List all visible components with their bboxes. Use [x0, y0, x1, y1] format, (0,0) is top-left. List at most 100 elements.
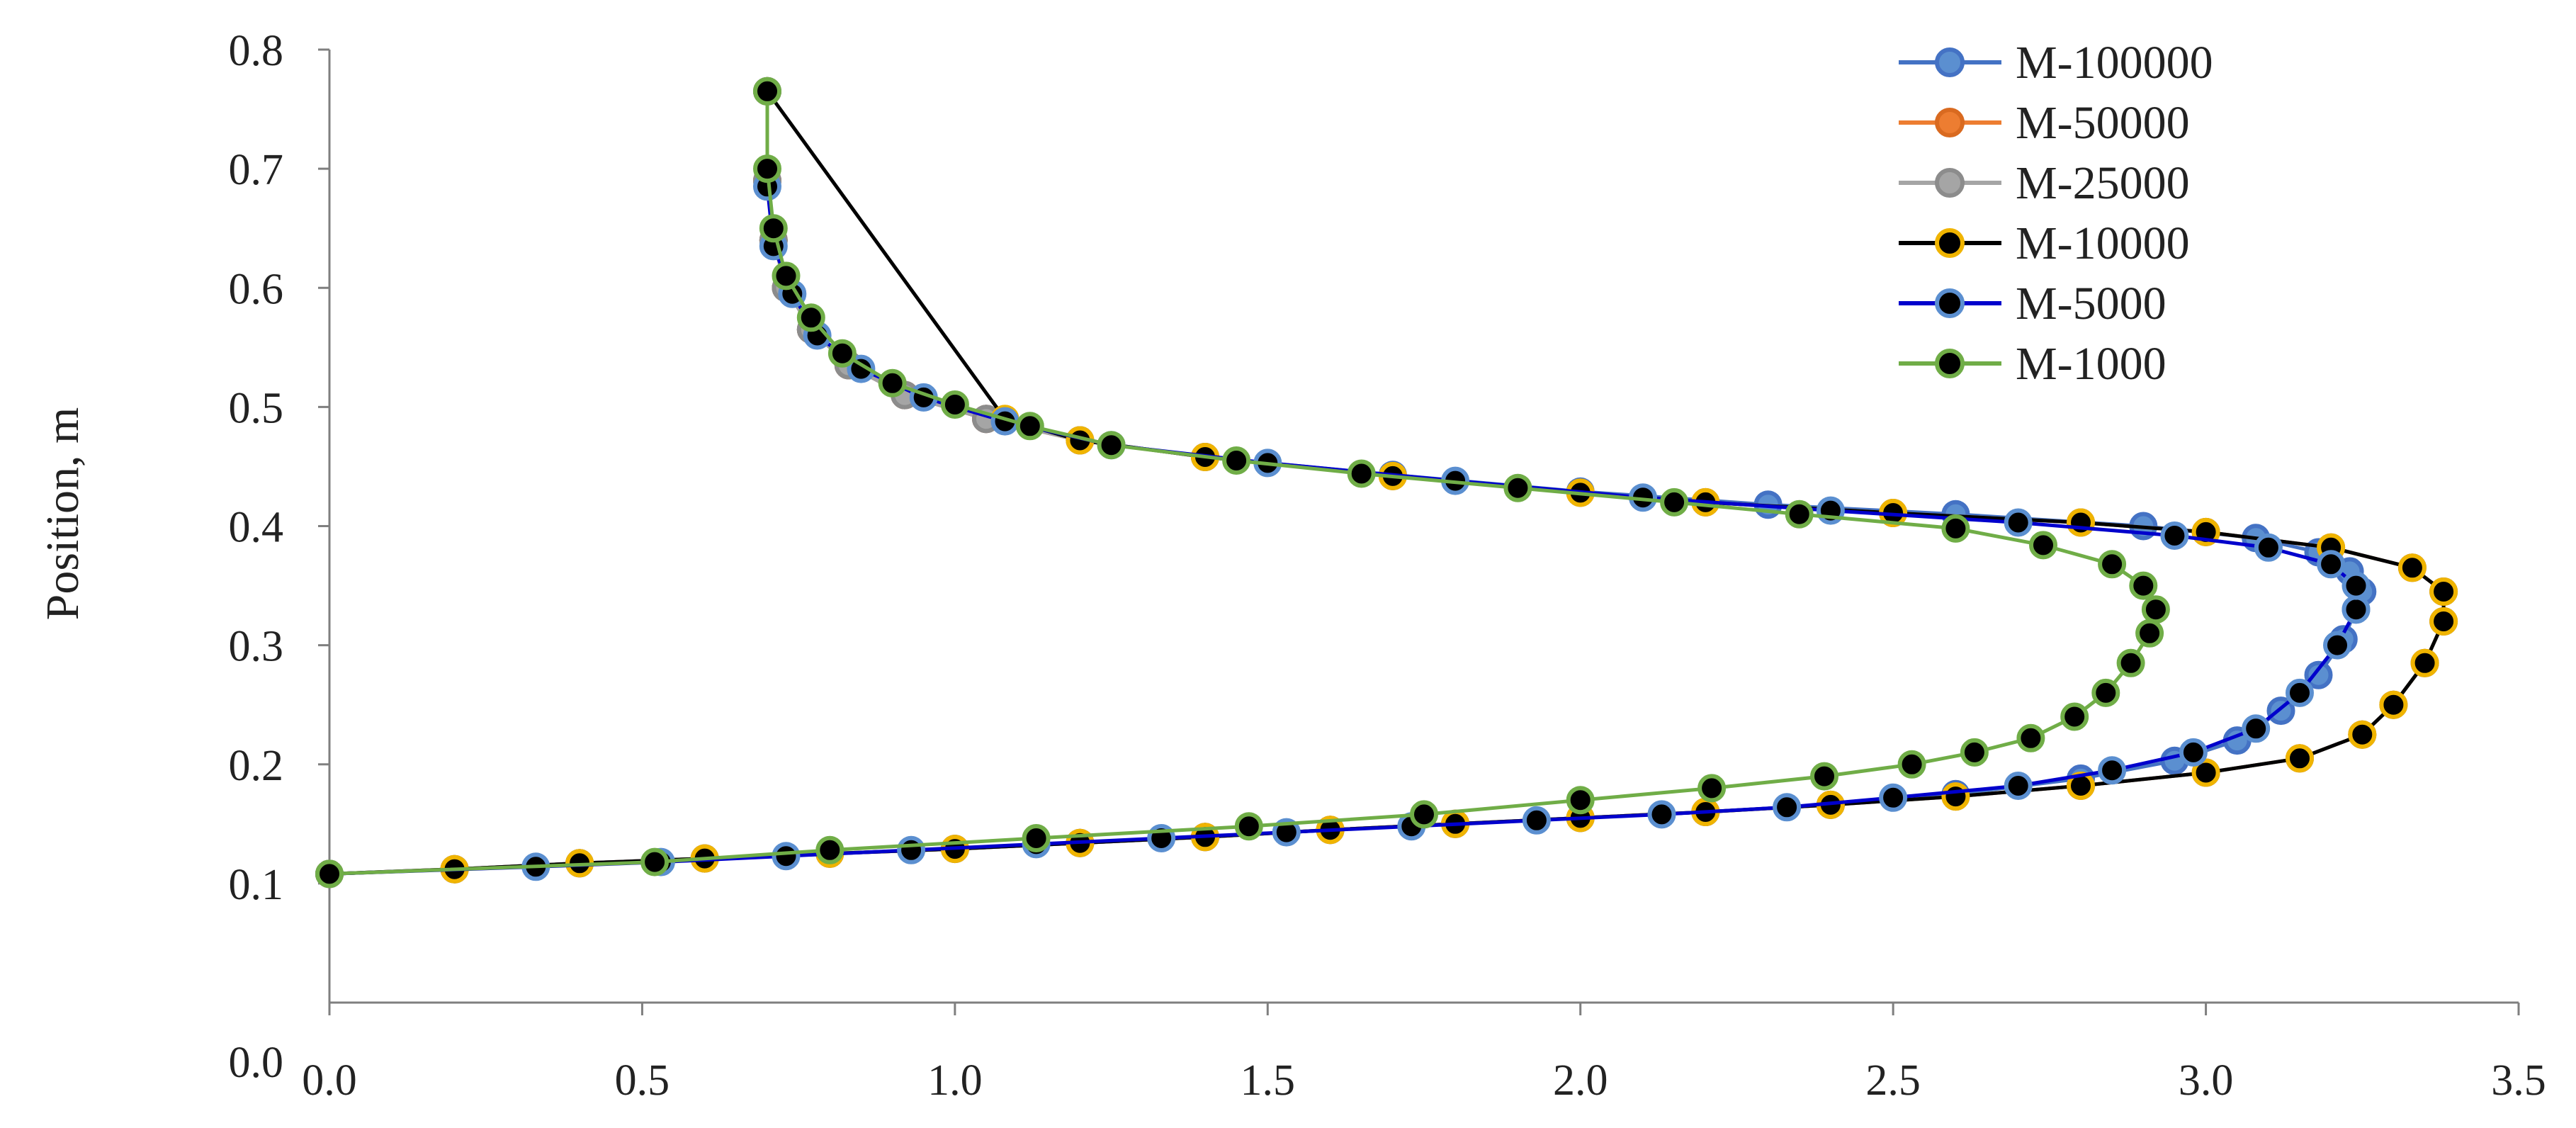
series-M-1000	[315, 77, 2170, 889]
data-point	[1347, 459, 1376, 488]
data-point	[772, 842, 801, 871]
legend-item: M-100000	[1899, 37, 2213, 89]
y-tick-label: 0.0	[229, 1039, 284, 1087]
data-point	[2004, 772, 2033, 800]
data-point	[640, 847, 670, 876]
data-point	[2397, 553, 2427, 582]
legend-swatch-marker	[1935, 288, 1965, 318]
legend-swatch-marker	[1935, 108, 1965, 137]
data-point	[1222, 446, 1251, 475]
data-point	[2179, 738, 2208, 767]
series-layer	[315, 77, 2458, 889]
legend-swatch-marker	[1935, 228, 1965, 258]
y-tick-label: 0.7	[229, 146, 284, 194]
data-point	[2341, 571, 2371, 600]
legend-swatch-marker	[1935, 47, 1965, 77]
legend-item: M-1000	[1899, 338, 2167, 390]
legend-label: M-100000	[2016, 37, 2213, 89]
y-tick-label: 0.4	[229, 504, 284, 552]
data-point	[1785, 500, 1814, 529]
data-point	[1960, 738, 1989, 767]
x-tick-label: 0.5	[615, 1056, 670, 1105]
y-axis-title: Position, m	[37, 407, 89, 621]
x-tick-label: 3.0	[2179, 1056, 2234, 1105]
data-point	[2067, 508, 2095, 537]
legend-label: M-50000	[2016, 97, 2190, 149]
data-point	[2304, 660, 2333, 689]
data-point	[2317, 550, 2346, 579]
data-point	[1097, 431, 1126, 460]
data-point	[1272, 818, 1301, 847]
data-point	[2129, 571, 2158, 600]
legend-label: M-1000	[2016, 338, 2167, 390]
x-tick-label: 1.0	[927, 1056, 983, 1105]
data-point	[2060, 702, 2089, 731]
y-tick-label: 0.1	[229, 861, 284, 909]
data-point	[759, 214, 788, 243]
x-axis-ticks: 0.0 0.5 1.0 1.5 2.0 2.5 3.0 3.5	[302, 1003, 2546, 1105]
x-tick-label: 2.5	[1865, 1056, 1921, 1105]
data-point	[2135, 619, 2164, 648]
data-point	[2323, 631, 2351, 660]
data-point	[2091, 678, 2120, 707]
data-point	[815, 835, 844, 864]
data-point	[753, 77, 781, 106]
data-point	[1410, 800, 1438, 829]
data-point	[2286, 744, 2314, 773]
legend-label: M-10000	[2016, 218, 2190, 269]
data-point	[2116, 648, 2145, 677]
legend: M-100000 M-50000 M-25000 M-10000 M-5000 M-100…	[1899, 37, 2213, 390]
y-tick-label: 0.6	[229, 265, 284, 313]
data-point	[1879, 783, 1908, 812]
data-point	[772, 261, 801, 291]
data-point	[1810, 762, 1838, 791]
x-tick-label: 0.0	[302, 1056, 357, 1105]
data-point	[1897, 750, 1926, 779]
data-point	[2286, 678, 2314, 707]
legend-swatch-marker	[1935, 349, 1965, 378]
data-point	[1941, 514, 1970, 543]
data-point	[2029, 531, 2057, 560]
data-point	[2379, 690, 2408, 719]
data-point	[796, 303, 825, 332]
y-tick-label: 0.3	[229, 623, 284, 671]
legend-item: M-10000	[1899, 218, 2190, 269]
data-point	[2098, 550, 2127, 579]
data-point	[315, 859, 344, 889]
y-axis-ticks: 0.0 0.1 0.2 0.3 0.4 0.5 0.6 0.7 0.8	[229, 27, 329, 1087]
legend-swatch-marker	[1935, 168, 1965, 198]
data-point	[1697, 774, 1727, 803]
data-point	[2004, 508, 2033, 537]
legend-label: M-5000	[2016, 278, 2167, 329]
x-tick-label: 1.5	[1241, 1056, 1296, 1105]
data-point	[1015, 412, 1044, 441]
data-point	[753, 154, 781, 184]
data-point	[2341, 595, 2371, 624]
data-point	[2429, 577, 2458, 606]
data-point	[897, 835, 926, 864]
data-point	[2254, 533, 2283, 562]
data-point	[1647, 800, 1676, 829]
data-point	[1234, 812, 1263, 841]
data-point	[2242, 714, 2271, 743]
y-tick-label: 0.2	[229, 742, 284, 790]
y-tick-label: 0.5	[229, 384, 284, 432]
data-point	[2191, 758, 2220, 787]
data-point	[2016, 723, 2045, 752]
y-tick-label: 0.8	[229, 27, 284, 75]
legend-label: M-25000	[2016, 157, 2190, 209]
legend-item: M-25000	[1899, 157, 2190, 209]
plot-area: 0.0 0.5 1.0 1.5 2.0 2.5 3.0 3.5 0.0 0.1 0.2 0.3 0.4…	[229, 27, 2546, 1105]
data-point	[878, 368, 907, 397]
data-point	[2098, 756, 2127, 785]
x-tick-label: 2.0	[1553, 1056, 1608, 1105]
data-point	[1522, 806, 1551, 835]
data-point	[940, 390, 969, 419]
data-point	[1773, 793, 1802, 822]
data-point	[1660, 487, 1689, 517]
data-point	[2429, 607, 2458, 636]
data-point	[2141, 595, 2170, 624]
